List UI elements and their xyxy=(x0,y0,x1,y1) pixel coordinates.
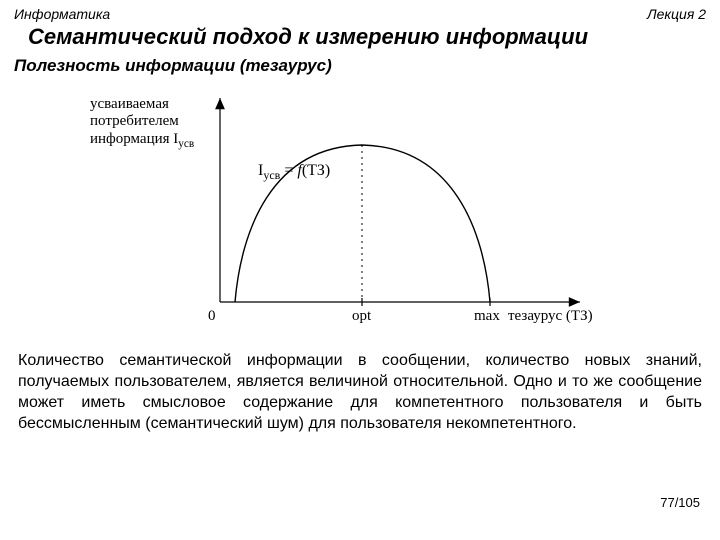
x-tick-max: max xyxy=(474,308,500,325)
header-left: Информатика xyxy=(14,6,110,22)
x-tick-opt: opt xyxy=(352,308,371,325)
body-paragraph: Количество семантической информации в со… xyxy=(0,344,720,434)
y-axis-label: усваиваемаяпотребителеминформация Iусв xyxy=(90,96,194,150)
subtitle: Полезность информации (тезаурус) xyxy=(0,56,720,80)
thesaurus-chart: усваиваемаяпотребителеминформация Iусв I… xyxy=(90,80,630,340)
x-tick-origin: 0 xyxy=(208,308,216,325)
header-right: Лекция 2 xyxy=(647,6,706,22)
x-axis-title: тезаурус (ТЗ) xyxy=(508,308,593,325)
page-number: 77/105 xyxy=(660,495,700,510)
curve-formula: Iусв = f(ТЗ) xyxy=(258,162,330,183)
page-title: Семантический подход к измерению информа… xyxy=(0,22,720,56)
